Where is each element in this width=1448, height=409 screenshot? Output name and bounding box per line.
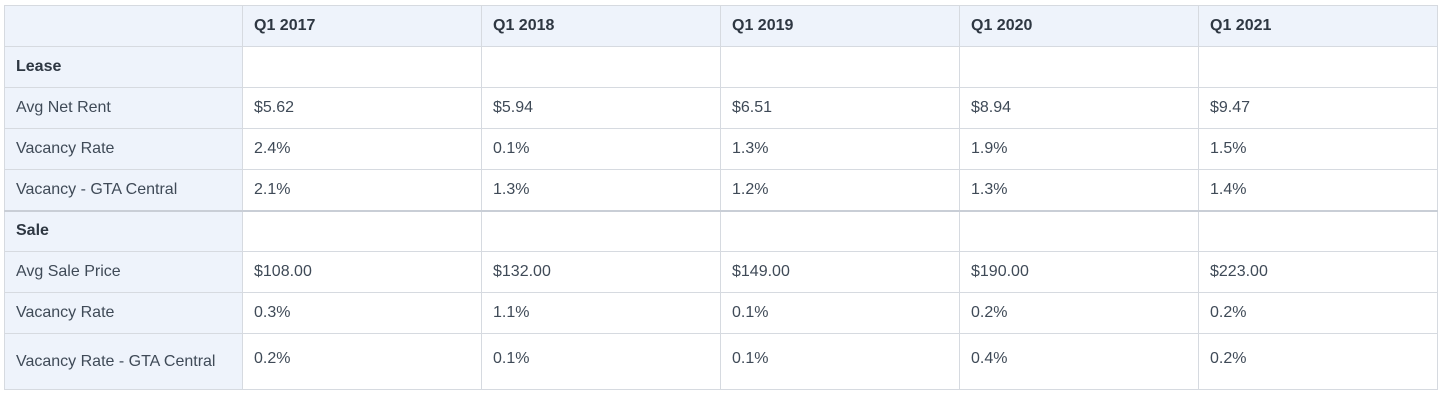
table-cell: $6.51: [720, 87, 960, 129]
table-cell: $108.00: [242, 251, 482, 293]
column-header-q1-2018: Q1 2018: [481, 5, 721, 47]
row-label: Avg Net Rent: [4, 87, 243, 129]
group-label-lease: Lease: [4, 46, 243, 88]
column-header-q1-2017: Q1 2017: [242, 5, 482, 47]
empty-cell: [1198, 46, 1438, 88]
table-cell: 0.1%: [720, 333, 960, 390]
table-cell: $132.00: [481, 251, 721, 293]
empty-cell: [959, 46, 1199, 88]
empty-cell: [720, 46, 960, 88]
column-header-q1-2019: Q1 2019: [720, 5, 960, 47]
table-cell: 0.4%: [959, 333, 1199, 390]
table-cell: 0.2%: [1198, 292, 1438, 334]
table-row: Avg Net Rent $5.62 $5.94 $6.51 $8.94 $9.…: [4, 87, 1438, 129]
empty-cell: [481, 209, 721, 252]
row-label: Vacancy Rate: [4, 292, 243, 334]
table-cell: $149.00: [720, 251, 960, 293]
group-row-sale: Sale: [4, 209, 1438, 252]
table-cell: $223.00: [1198, 251, 1438, 293]
table-cell: $190.00: [959, 251, 1199, 293]
empty-cell: [720, 209, 960, 252]
table-cell: 0.3%: [242, 292, 482, 334]
table-cell: $9.47: [1198, 87, 1438, 129]
table-cell: 1.4%: [1198, 169, 1438, 211]
empty-cell: [481, 46, 721, 88]
table-cell: 1.3%: [720, 128, 960, 170]
data-table-container: Q1 2017 Q1 2018 Q1 2019 Q1 2020 Q1 2021 …: [4, 5, 1438, 390]
table-row: Vacancy - GTA Central 2.1% 1.3% 1.2% 1.3…: [4, 169, 1438, 211]
row-label: Vacancy Rate: [4, 128, 243, 170]
table-cell: $5.62: [242, 87, 482, 129]
empty-cell: [1198, 209, 1438, 252]
table-cell: 0.2%: [959, 292, 1199, 334]
table-cell: 1.3%: [959, 169, 1199, 211]
column-header-q1-2021: Q1 2021: [1198, 5, 1438, 47]
row-label: Avg Sale Price: [4, 251, 243, 293]
table-cell: 1.9%: [959, 128, 1199, 170]
table-row: Vacancy Rate 2.4% 0.1% 1.3% 1.9% 1.5%: [4, 128, 1438, 170]
table-cell: $5.94: [481, 87, 721, 129]
table-cell: 0.1%: [720, 292, 960, 334]
group-label-sale: Sale: [4, 209, 243, 252]
group-row-lease: Lease: [4, 46, 1438, 88]
table-row: Vacancy Rate 0.3% 1.1% 0.1% 0.2% 0.2%: [4, 292, 1438, 334]
table-cell: 1.2%: [720, 169, 960, 211]
table-cell: 1.5%: [1198, 128, 1438, 170]
row-label: Vacancy Rate - GTA Central: [4, 333, 243, 390]
table-cell: 2.4%: [242, 128, 482, 170]
table-cell: 1.1%: [481, 292, 721, 334]
column-header-q1-2020: Q1 2020: [959, 5, 1199, 47]
header-row: Q1 2017 Q1 2018 Q1 2019 Q1 2020 Q1 2021: [4, 5, 1438, 47]
table-cell: 1.3%: [481, 169, 721, 211]
table-cell: 0.1%: [481, 128, 721, 170]
table-cell: 2.1%: [242, 169, 482, 211]
table-cell: $8.94: [959, 87, 1199, 129]
table-cell: 0.2%: [242, 333, 482, 390]
market-data-table: Q1 2017 Q1 2018 Q1 2019 Q1 2020 Q1 2021 …: [4, 5, 1438, 390]
empty-cell: [242, 209, 482, 252]
table-cell: 0.1%: [481, 333, 721, 390]
empty-cell: [959, 209, 1199, 252]
column-header-empty: [4, 5, 243, 47]
table-row: Avg Sale Price $108.00 $132.00 $149.00 $…: [4, 251, 1438, 293]
row-label: Vacancy - GTA Central: [4, 169, 243, 211]
empty-cell: [242, 46, 482, 88]
table-cell: 0.2%: [1198, 333, 1438, 390]
table-row: Vacancy Rate - GTA Central 0.2% 0.1% 0.1…: [4, 333, 1438, 390]
